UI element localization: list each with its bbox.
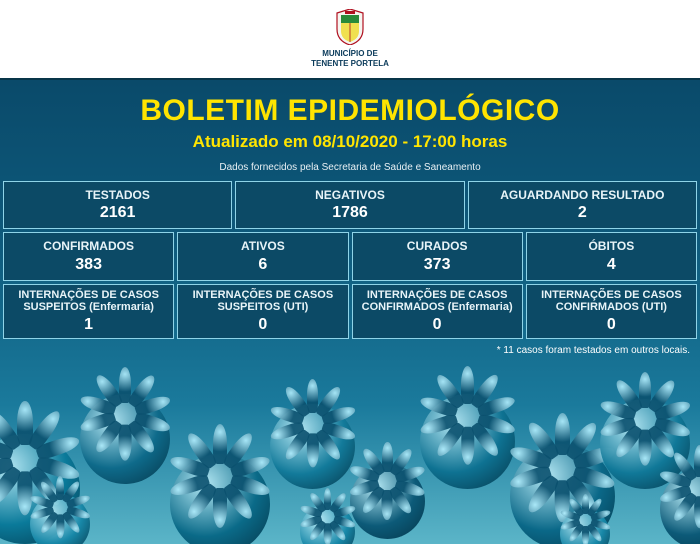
virus-icon (420, 394, 515, 489)
cell-label: INTERNAÇÕES DE CASOS CONFIRMADOS (Enferm… (356, 289, 519, 314)
cell-label: ÓBITOS (588, 239, 634, 253)
cell-ativos: ATIVOS 6 (177, 232, 348, 280)
stats-row-2: CONFIRMADOS 383 ATIVOS 6 CURADOS 373 ÓBI… (3, 232, 697, 280)
cell-curados: CURADOS 373 (352, 232, 523, 280)
cell-intern-conf-uti: INTERNAÇÕES DE CASOS CONFIRMADOS (UTI) 0 (526, 284, 697, 339)
cell-testados: TESTADOS 2161 (3, 181, 232, 229)
municipality-line2: TENENTE PORTELA (311, 59, 389, 69)
cell-label: INTERNAÇÕES DE CASOS SUSPEITOS (Enfermar… (7, 289, 170, 314)
cell-label: INTERNAÇÕES DE CASOS SUSPEITOS (UTI) (181, 289, 344, 314)
cell-value: 373 (424, 256, 451, 274)
cell-confirmados: CONFIRMADOS 383 (3, 232, 174, 280)
cell-value: 1786 (332, 204, 368, 222)
bulletin-body: BOLETIM EPIDEMIOLÓGICO Atualizado em 08/… (0, 78, 700, 544)
cell-value: 4 (607, 256, 616, 274)
virus-icon (660, 469, 700, 544)
cell-value: 0 (607, 316, 616, 334)
cell-label: ATIVOS (241, 239, 285, 253)
virus-icon (510, 444, 615, 544)
bulletin-title: BOLETIM EPIDEMIOLÓGICO (0, 94, 700, 128)
cell-label: CONFIRMADOS (43, 239, 134, 253)
virus-icon (80, 394, 170, 484)
cell-value: 2 (578, 204, 587, 222)
bulletin-subtitle: Atualizado em 08/10/2020 - 17:00 horas (0, 132, 700, 152)
cell-label: NEGATIVOS (315, 188, 385, 202)
stats-row-1: TESTADOS 2161 NEGATIVOS 1786 AGUARDANDO … (3, 181, 697, 229)
virus-icon (300, 504, 355, 544)
cell-value: 383 (75, 256, 102, 274)
virus-icon (600, 399, 690, 489)
stats-row-3: INTERNAÇÕES DE CASOS SUSPEITOS (Enfermar… (3, 284, 697, 339)
cell-value: 2161 (100, 204, 136, 222)
virus-icon (270, 404, 355, 489)
cell-label: AGUARDANDO RESULTADO (500, 188, 664, 202)
cell-intern-conf-enf: INTERNAÇÕES DE CASOS CONFIRMADOS (Enferm… (352, 284, 523, 339)
cell-value: 6 (258, 256, 267, 274)
municipality-crest-icon (335, 9, 365, 45)
virus-icon (0, 434, 80, 544)
cell-label: INTERNAÇÕES DE CASOS CONFIRMADOS (UTI) (530, 289, 693, 314)
cell-value: 1 (84, 316, 93, 334)
virus-icon (30, 494, 90, 544)
header: MUNICÍPIO DE TENENTE PORTELA (0, 0, 700, 78)
cell-value: 0 (258, 316, 267, 334)
cell-intern-susp-uti: INTERNAÇÕES DE CASOS SUSPEITOS (UTI) 0 (177, 284, 348, 339)
cell-intern-susp-enf: INTERNAÇÕES DE CASOS SUSPEITOS (Enfermar… (3, 284, 174, 339)
virus-decoration (0, 374, 700, 544)
virus-icon (170, 454, 270, 544)
municipality-line1: MUNICÍPIO DE (322, 49, 378, 59)
cell-obitos: ÓBITOS 4 (526, 232, 697, 280)
stats-grid: TESTADOS 2161 NEGATIVOS 1786 AGUARDANDO … (0, 181, 700, 339)
data-source: Dados fornecidos pela Secretaria de Saúd… (0, 162, 700, 173)
footnote: * 11 casos foram testados em outros loca… (0, 345, 700, 356)
virus-icon (560, 509, 610, 544)
cell-label: CURADOS (407, 239, 468, 253)
virus-icon (350, 464, 425, 539)
cell-aguardando: AGUARDANDO RESULTADO 2 (468, 181, 697, 229)
cell-negativos: NEGATIVOS 1786 (235, 181, 464, 229)
cell-value: 0 (433, 316, 442, 334)
cell-label: TESTADOS (85, 188, 149, 202)
